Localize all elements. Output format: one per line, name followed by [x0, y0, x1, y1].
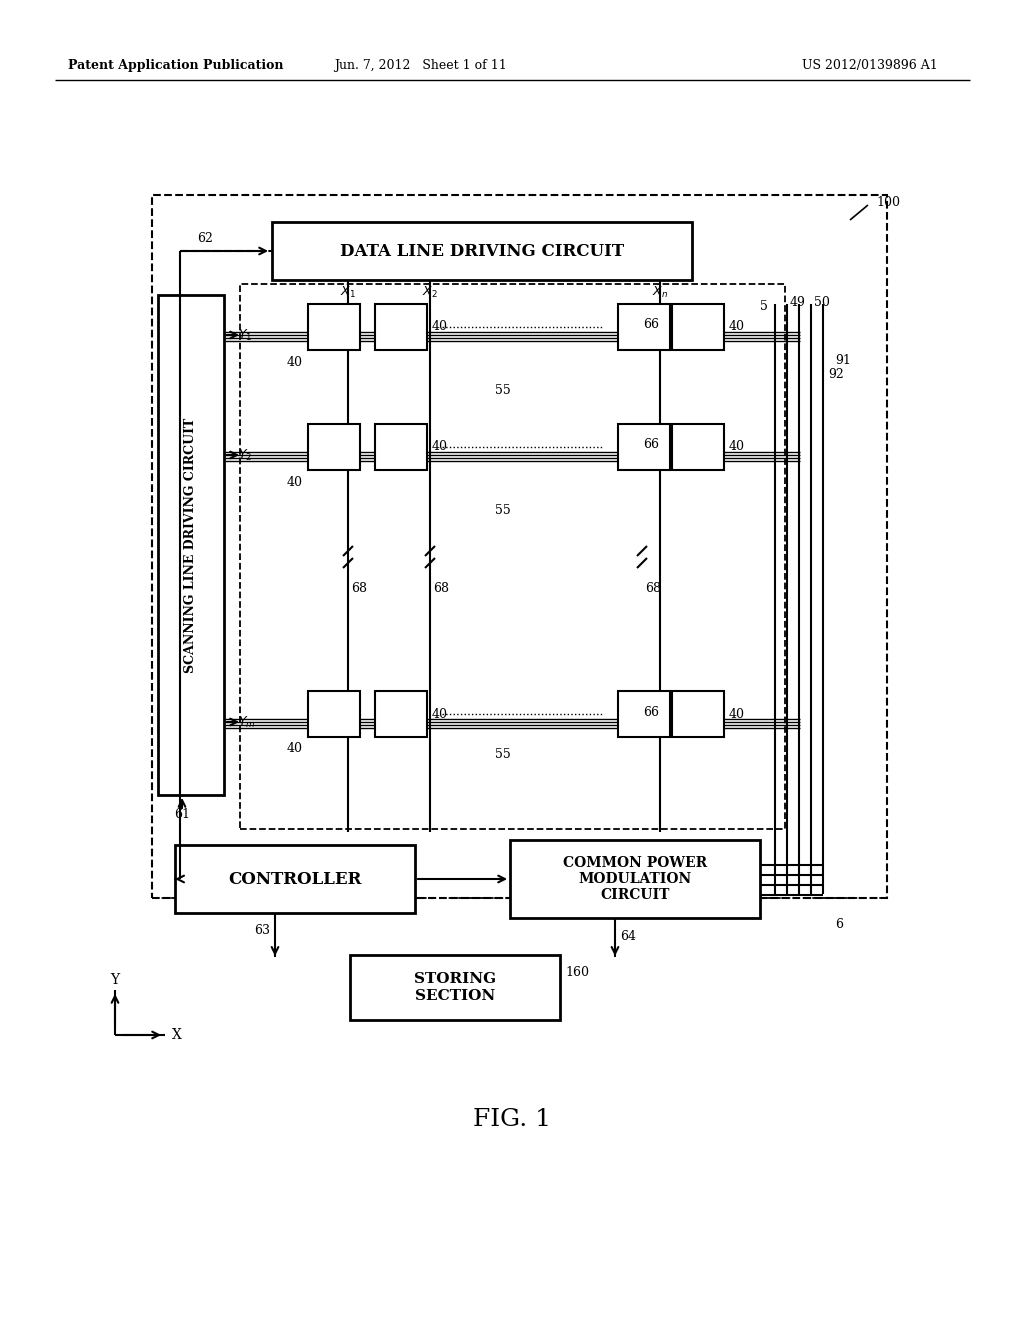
Text: 40: 40: [287, 742, 303, 755]
Text: STORING
SECTION: STORING SECTION: [414, 973, 496, 1003]
Text: 68: 68: [433, 582, 449, 594]
Text: 50: 50: [814, 297, 829, 309]
Text: 68: 68: [645, 582, 662, 594]
Bar: [350, 954, 560, 1020]
Bar: [308, 304, 360, 350]
Text: COMMON POWER
MODULATION
CIRCUIT: COMMON POWER MODULATION CIRCUIT: [563, 855, 707, 902]
Text: Y: Y: [111, 973, 120, 987]
Bar: [308, 424, 360, 470]
Text: $Y_2$: $Y_2$: [238, 447, 252, 462]
Text: 40: 40: [729, 441, 745, 454]
Bar: [618, 424, 670, 470]
Bar: [175, 845, 415, 913]
Text: US 2012/0139896 A1: US 2012/0139896 A1: [802, 58, 938, 71]
Text: 5: 5: [760, 300, 768, 313]
Text: $X_n$: $X_n$: [652, 284, 668, 300]
Bar: [510, 840, 760, 917]
Bar: [618, 304, 670, 350]
Text: 100: 100: [876, 197, 900, 210]
Bar: [672, 690, 724, 737]
Text: 40: 40: [729, 321, 745, 334]
Text: 40: 40: [729, 708, 745, 721]
Bar: [618, 690, 670, 737]
Text: 40: 40: [432, 708, 449, 721]
Text: CONTROLLER: CONTROLLER: [228, 870, 361, 887]
Text: 55: 55: [495, 747, 511, 760]
Text: Jun. 7, 2012   Sheet 1 of 11: Jun. 7, 2012 Sheet 1 of 11: [334, 58, 507, 71]
Text: $Y_m$: $Y_m$: [238, 714, 256, 730]
Text: 66: 66: [643, 438, 659, 451]
Text: 61: 61: [174, 808, 190, 821]
Text: 55: 55: [495, 384, 511, 396]
Text: 66: 66: [643, 318, 659, 331]
Bar: [375, 690, 427, 737]
Text: 66: 66: [643, 705, 659, 718]
Text: $X_1$: $X_1$: [340, 284, 356, 300]
Bar: [158, 294, 224, 795]
Text: FIG. 1: FIG. 1: [473, 1109, 551, 1131]
Text: 40: 40: [287, 475, 303, 488]
Text: 40: 40: [432, 441, 449, 454]
Text: 49: 49: [790, 297, 806, 309]
Text: 64: 64: [620, 929, 636, 942]
Bar: [308, 690, 360, 737]
Text: DATA LINE DRIVING CIRCUIT: DATA LINE DRIVING CIRCUIT: [340, 243, 624, 260]
Text: 55: 55: [495, 503, 511, 516]
Bar: [672, 424, 724, 470]
Text: 40: 40: [432, 321, 449, 334]
Bar: [152, 195, 887, 898]
Text: 40: 40: [287, 355, 303, 368]
Text: 6: 6: [835, 919, 843, 932]
Bar: [672, 304, 724, 350]
Text: $Y_1$: $Y_1$: [238, 327, 252, 343]
Bar: [240, 284, 785, 829]
Text: SCANNING LINE DRIVING CIRCUIT: SCANNING LINE DRIVING CIRCUIT: [184, 417, 198, 673]
Bar: [272, 222, 692, 280]
Bar: [375, 304, 427, 350]
Text: 91: 91: [835, 354, 851, 367]
Text: 92: 92: [828, 368, 844, 381]
Text: Patent Application Publication: Patent Application Publication: [68, 58, 284, 71]
Text: $X_2$: $X_2$: [422, 284, 438, 300]
Text: 160: 160: [565, 966, 589, 979]
Text: 68: 68: [351, 582, 367, 594]
Text: 62: 62: [197, 232, 213, 246]
Bar: [375, 424, 427, 470]
Text: X: X: [172, 1028, 182, 1041]
Text: 63: 63: [254, 924, 270, 937]
